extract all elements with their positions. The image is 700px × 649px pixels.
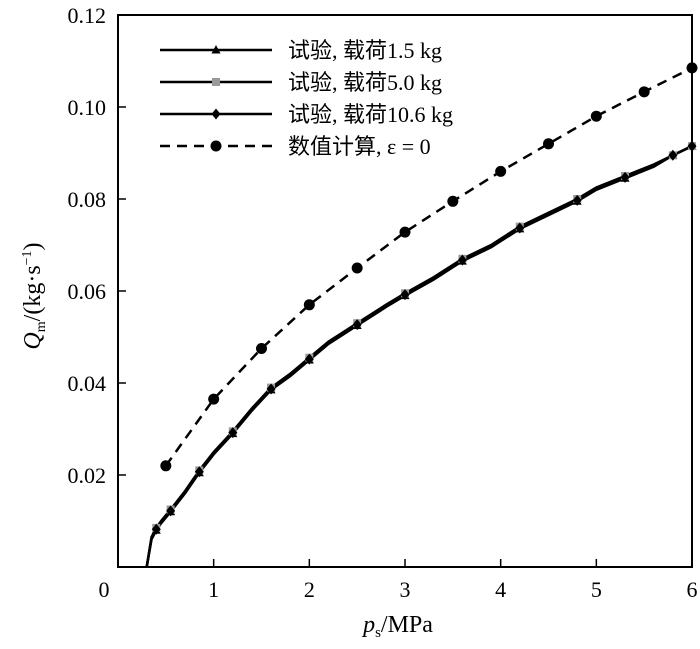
data-point-circle — [399, 226, 411, 238]
y-tick-label: 0.04 — [68, 371, 107, 396]
x-tick-label: 6 — [687, 577, 698, 602]
x-tick-label: 1 — [208, 577, 219, 602]
legend-label-4: 数值计算, ε = 0 — [288, 134, 431, 159]
x-tick-label: 3 — [400, 577, 411, 602]
data-point-circle — [160, 460, 172, 472]
data-point-diamond — [151, 523, 161, 535]
series-line-3 — [145, 144, 693, 568]
y-axis-title: Qm/(kg·s−1) — [20, 242, 49, 349]
data-point-diamond — [572, 194, 582, 206]
plot-frame — [117, 14, 693, 568]
data-point-circle — [351, 262, 363, 274]
x-tick-label: 5 — [591, 577, 602, 602]
data-point-triangle — [211, 45, 221, 54]
data-point-circle — [208, 393, 220, 405]
y-tick-label: 0.06 — [68, 279, 107, 304]
y-tick-label: 0.08 — [68, 187, 107, 212]
data-point-circle — [495, 165, 507, 177]
data-point-diamond — [166, 505, 176, 517]
data-point-diamond — [228, 427, 238, 439]
data-point-circle — [303, 299, 315, 311]
data-point-diamond — [620, 171, 630, 183]
x-axis-title: ps/MPa — [361, 612, 433, 641]
data-point-circle — [447, 195, 459, 207]
axis-ticks — [118, 106, 598, 567]
data-point-diamond — [352, 319, 362, 331]
data-point-circle — [543, 138, 554, 150]
data-point-diamond — [400, 289, 410, 301]
data-point-circle — [590, 110, 602, 122]
data-point-diamond — [304, 353, 314, 365]
series-line-4 — [164, 66, 693, 467]
legend-label-2: 试验, 载荷5.0 kg — [288, 70, 442, 95]
tick-labels: 0 1 2 3 4 5 6 0.02 0.04 0.06 0.08 0.10 0.12 — [68, 3, 698, 602]
y-tick-label: 0.10 — [68, 95, 107, 120]
series-line-1 — [145, 144, 693, 568]
series-layer — [145, 66, 693, 568]
legend-label-3: 试验, 载荷10.6 kg — [288, 102, 453, 127]
data-point-square — [212, 78, 220, 86]
y-tick-label: 0.02 — [68, 463, 107, 488]
y-tick-label: 0.12 — [68, 3, 107, 28]
legend-label-1: 试验, 载荷1.5 kg — [288, 38, 442, 63]
data-point-diamond — [515, 222, 525, 234]
x-tick-label: 0 — [99, 577, 110, 602]
data-point-circle — [638, 86, 650, 98]
legend: 试验, 载荷1.5 kg 试验, 载荷5.0 kg 试验, 载荷10.6 kg 数值计… — [160, 38, 453, 159]
x-tick-label: 2 — [304, 577, 315, 602]
x-tick-label: 4 — [495, 577, 506, 602]
data-point-diamond — [194, 466, 204, 478]
data-point-diamond — [211, 108, 221, 120]
data-point-circle — [210, 140, 222, 152]
data-point-diamond — [457, 254, 467, 266]
series-line-2 — [145, 144, 693, 568]
data-point-circle — [256, 343, 267, 354]
data-point-diamond — [668, 149, 678, 161]
data-point-diamond — [266, 383, 276, 395]
